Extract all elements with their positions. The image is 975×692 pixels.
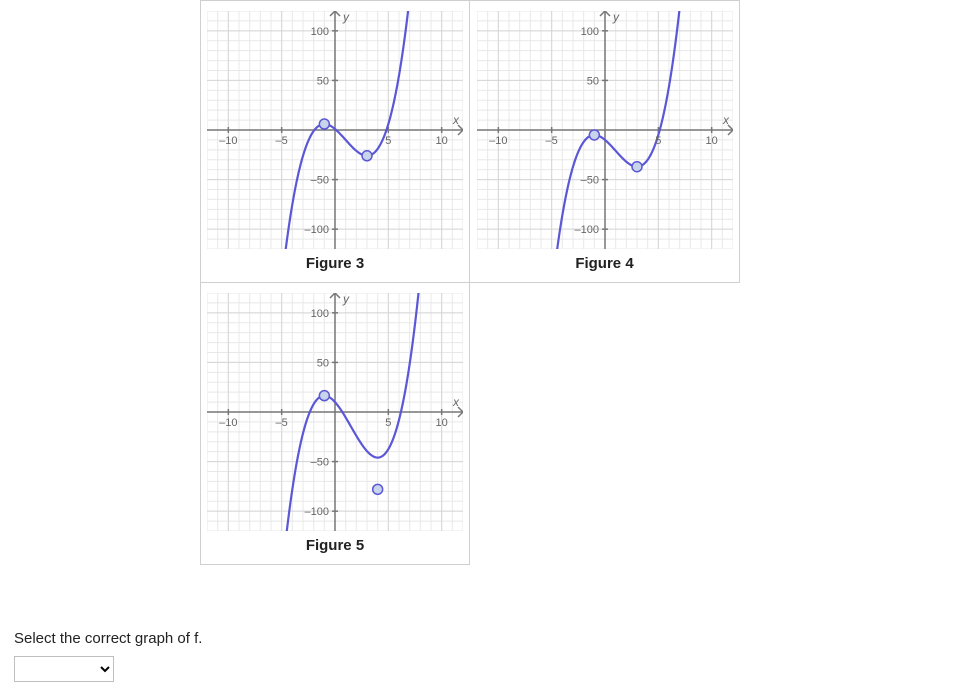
answer-select[interactable]: [14, 656, 114, 682]
caption-figure-3: Figure 3: [207, 255, 463, 272]
svg-text:x: x: [452, 113, 460, 127]
svg-text:–100: –100: [305, 506, 329, 518]
svg-text:100: 100: [580, 26, 598, 38]
svg-text:5: 5: [655, 135, 661, 147]
svg-text:–10: –10: [219, 417, 237, 429]
svg-text:–50: –50: [311, 175, 329, 187]
svg-text:100: 100: [311, 308, 329, 320]
caption-figure-5: Figure 5: [207, 537, 463, 554]
page-container: –10 –5 5 10 –100 –50 50 100 x y Figure 3 –10 –5 5 10…: [0, 0, 975, 692]
svg-text:–5: –5: [276, 417, 288, 429]
svg-text:–10: –10: [489, 135, 507, 147]
chart-figure-4: –10 –5 5 10 –100 –50 50 100 x y: [477, 11, 733, 249]
svg-text:50: 50: [317, 357, 329, 369]
svg-text:–100: –100: [574, 224, 598, 236]
svg-text:–5: –5: [545, 135, 557, 147]
svg-text:10: 10: [436, 135, 448, 147]
cell-figure-3: –10 –5 5 10 –100 –50 50 100 x y Figure 3: [200, 1, 470, 283]
caption-figure-4: Figure 4: [476, 255, 733, 272]
svg-text:y: y: [342, 11, 350, 24]
chart-figure-3: –10 –5 5 10 –100 –50 50 100 x y: [207, 11, 463, 249]
svg-text:–100: –100: [305, 224, 329, 236]
svg-text:y: y: [612, 11, 620, 24]
svg-text:10: 10: [705, 135, 717, 147]
svg-text:10: 10: [436, 417, 448, 429]
svg-text:x: x: [452, 395, 460, 409]
figures-grid: –10 –5 5 10 –100 –50 50 100 x y Figure 3 –10 –5 5 10…: [200, 0, 740, 565]
svg-text:50: 50: [586, 75, 598, 87]
svg-text:–5: –5: [276, 135, 288, 147]
svg-text:–10: –10: [219, 135, 237, 147]
cell-figure-5: –10 –5 5 10 –100 –50 50 100 x y Figure 5: [200, 283, 470, 565]
svg-text:–50: –50: [580, 175, 598, 187]
chart-figure-5: –10 –5 5 10 –100 –50 50 100 x y: [207, 293, 463, 531]
svg-text:100: 100: [311, 26, 329, 38]
cell-figure-4: –10 –5 5 10 –100 –50 50 100 x y Figure 4: [470, 1, 740, 283]
svg-text:y: y: [342, 293, 350, 306]
svg-text:5: 5: [385, 417, 391, 429]
question-text: Select the correct graph of f.: [14, 630, 202, 647]
svg-text:–50: –50: [311, 457, 329, 469]
svg-text:5: 5: [385, 135, 391, 147]
svg-text:50: 50: [317, 75, 329, 87]
answer-picker: [14, 656, 114, 682]
svg-text:x: x: [722, 113, 730, 127]
